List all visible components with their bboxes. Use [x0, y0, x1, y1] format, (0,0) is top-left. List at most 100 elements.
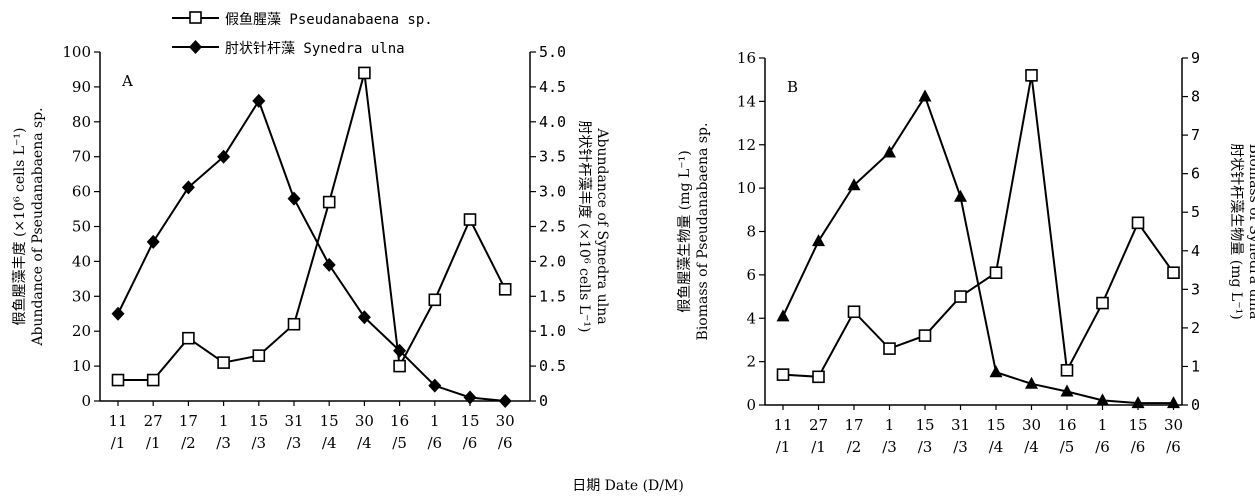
- x-tick-label-month: /3: [882, 438, 897, 456]
- data-point: [146, 234, 160, 249]
- data-point: [428, 293, 442, 307]
- data-point: [498, 394, 512, 408]
- data-point: [812, 234, 825, 247]
- data-point: [989, 266, 1003, 280]
- data-point: [287, 191, 301, 206]
- x-tick-label-day: 30: [355, 412, 374, 430]
- left-tick-label: 100: [62, 43, 91, 61]
- x-tick-label-day: 15: [460, 412, 479, 430]
- x-tick-label-month: /5: [392, 434, 407, 452]
- x-tick-label-month: /4: [989, 438, 1004, 456]
- data-point: [1060, 384, 1074, 397]
- legend: 假鱼腥藻 Pseudanabaena sp. 肘状针杆藻 Synedra uln…: [172, 11, 433, 57]
- series-line: [118, 72, 507, 382]
- x-tick-label-day: 17: [179, 412, 198, 430]
- x-tick-label-month: /3: [287, 434, 302, 452]
- x-tick-label-month: /3: [216, 434, 231, 452]
- x-tick-label-day: 11: [108, 412, 127, 430]
- x-tick-label-day: 15: [986, 416, 1005, 434]
- right-axis-title-en: Abundance of Synedra ulna: [594, 127, 610, 324]
- right-axis-title-en: Biomass of Synedra ulna: [1246, 144, 1255, 320]
- data-point: [918, 89, 932, 102]
- right-tick-label: 0: [1191, 396, 1200, 414]
- right-axis-title-cn: 肘状针杆藻生物量 (mg L⁻¹): [1228, 143, 1244, 319]
- data-point: [428, 378, 442, 393]
- data-point: [776, 368, 790, 381]
- data-point: [322, 195, 336, 209]
- x-tick-label-month: /3: [953, 438, 968, 456]
- left-tick-label: 6: [746, 266, 756, 284]
- right-tick-label: 1: [1191, 357, 1200, 375]
- right-tick-label: 2.0: [539, 252, 566, 270]
- data-point: [883, 145, 896, 158]
- x-tick-label-month: /4: [322, 434, 337, 452]
- right-tick-label: 1.0: [539, 322, 566, 340]
- x-tick-label-month: /4: [1024, 438, 1039, 456]
- chart-panel-A: 0 10 20 30 40 50 60 70 80 90 100 0 0.5 1.0 1.5 2.0 2.5 3.…: [11, 43, 610, 452]
- left-axis-title-cn: 假鱼腥藻丰度 (×10⁶ cells L⁻¹): [11, 128, 28, 326]
- x-tick-label-day: 15: [320, 412, 339, 430]
- series-line: [782, 75, 1175, 378]
- x-tick-label-day: 1: [885, 416, 895, 434]
- left-tick-label: 4: [746, 309, 756, 327]
- x-tick-label-month: /1: [111, 434, 126, 452]
- left-tick-label: 8: [746, 223, 756, 241]
- left-tick-label: 60: [72, 183, 91, 201]
- x-tick-label-month: /1: [146, 434, 161, 452]
- x-tick-label-month: /6: [427, 434, 442, 452]
- left-tick-label: 0: [746, 396, 756, 414]
- right-tick-label: 7: [1191, 126, 1200, 144]
- left-axis-title-en: Biomass of Pseudanabaena sp.: [695, 123, 711, 341]
- legend-marker-synedra: [189, 40, 202, 54]
- left-axis-title-en: Abundance of Pseudanabaena sp.: [30, 107, 46, 346]
- left-tick-label: 80: [72, 113, 91, 131]
- data-point: [954, 189, 967, 202]
- x-tick-label-month: /6: [463, 434, 478, 452]
- data-point: [182, 331, 195, 345]
- x-tick-label-month: /6: [1131, 438, 1146, 456]
- data-point: [111, 373, 125, 387]
- series-pseudanabaena: [776, 69, 1180, 384]
- data-point: [498, 283, 512, 296]
- data-point: [1167, 396, 1180, 409]
- x-tick-label-day: 15: [1128, 416, 1147, 434]
- data-point: [322, 257, 336, 272]
- right-tick-label: 5: [1191, 203, 1200, 221]
- left-tick-label: 90: [72, 78, 91, 96]
- data-point: [357, 310, 371, 325]
- panel-label: A: [121, 72, 133, 90]
- right-tick-label: 1.5: [539, 287, 566, 305]
- x-tick-label-day: 30: [1164, 416, 1183, 434]
- x-tick-label-day: 31: [951, 416, 970, 434]
- data-point: [393, 343, 407, 358]
- data-point: [1167, 266, 1180, 280]
- data-point: [989, 365, 1003, 378]
- data-point: [463, 213, 477, 226]
- right-tick-label: 0.5: [539, 357, 566, 375]
- x-tick-label-month: /6: [1095, 438, 1110, 456]
- right-tick-label: 4: [1191, 242, 1200, 260]
- right-tick-label: 0: [539, 392, 548, 410]
- shared-x-axis-label: 日期 Date (D/M): [572, 478, 684, 494]
- panel-label: B: [787, 78, 798, 96]
- x-tick-label-month: /3: [918, 438, 933, 456]
- data-point: [252, 349, 266, 362]
- right-tick-label: 2: [1191, 319, 1200, 337]
- left-tick-label: 14: [737, 92, 756, 110]
- x-tick-label-month: /5: [1060, 438, 1075, 456]
- x-tick-label-day: 1: [1098, 416, 1108, 434]
- data-point: [883, 342, 896, 355]
- series-synedra: [776, 89, 1180, 409]
- chart-panel-B: 0246810121416012345678911/127/117/21/315…: [676, 49, 1255, 456]
- x-tick-label-day: 16: [390, 412, 409, 430]
- data-point: [1060, 363, 1074, 377]
- data-point: [217, 356, 230, 369]
- series-line: [782, 94, 1174, 405]
- right-tick-label: 4.5: [539, 78, 566, 96]
- left-tick-label: 0: [81, 392, 91, 410]
- data-point: [847, 305, 861, 319]
- left-tick-label: 12: [737, 136, 756, 154]
- data-point: [287, 317, 301, 331]
- data-point: [111, 306, 125, 321]
